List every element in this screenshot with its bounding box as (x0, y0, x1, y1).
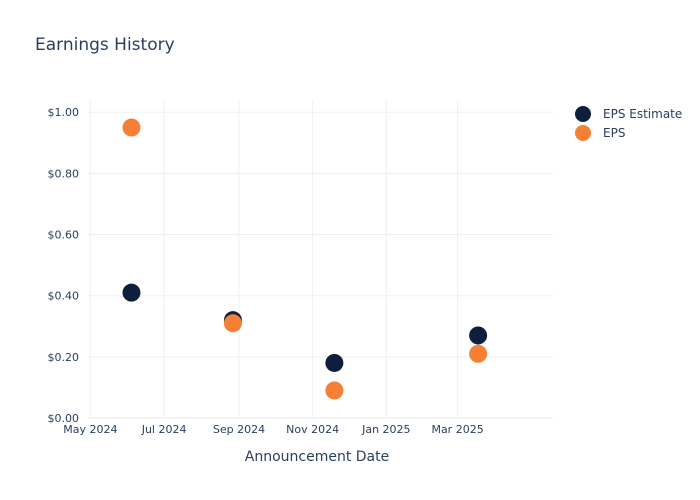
points-layer (122, 118, 488, 400)
y-tick-label: $0.00 (48, 412, 80, 425)
legend[interactable]: EPS Estimate EPS (575, 106, 682, 141)
y-tick-label: $1.00 (48, 106, 80, 119)
y-tick-label: $0.60 (48, 229, 80, 242)
legend-marker (575, 106, 591, 122)
axis-layer: $0.00 $0.20 $0.40 $0.60 $0.80 $1.00 May 2024 Ju… (48, 106, 553, 436)
eps-estimate-point[interactable] (122, 283, 141, 302)
y-tick-label: $0.20 (48, 351, 80, 364)
x-axis-title: Announcement Date (245, 449, 389, 465)
eps-point[interactable] (325, 381, 344, 400)
legend-item[interactable]: EPS (575, 125, 625, 141)
eps-point[interactable] (469, 344, 488, 363)
x-tick-label: Sep 2024 (213, 423, 265, 436)
legend-label: EPS (603, 126, 625, 140)
x-tick-label: Nov 2024 (286, 423, 339, 436)
x-tick-label: Jul 2024 (141, 423, 187, 436)
legend-marker (575, 125, 591, 141)
eps-point[interactable] (122, 118, 141, 137)
grid-layer (88, 100, 553, 419)
y-tick-label: $0.40 (48, 290, 80, 303)
eps-point[interactable] (223, 314, 242, 333)
x-tick-label: Jan 2025 (361, 423, 410, 436)
eps-estimate-point[interactable] (325, 353, 344, 372)
y-tick-label: $0.80 (48, 167, 80, 180)
x-tick-label: Mar 2025 (431, 423, 483, 436)
legend-label: EPS Estimate (603, 107, 682, 121)
x-tick-label: May 2024 (63, 423, 117, 436)
eps-estimate-point[interactable] (469, 326, 488, 345)
legend-item[interactable]: EPS Estimate (575, 106, 682, 122)
chart-title: Earnings History (35, 35, 175, 55)
